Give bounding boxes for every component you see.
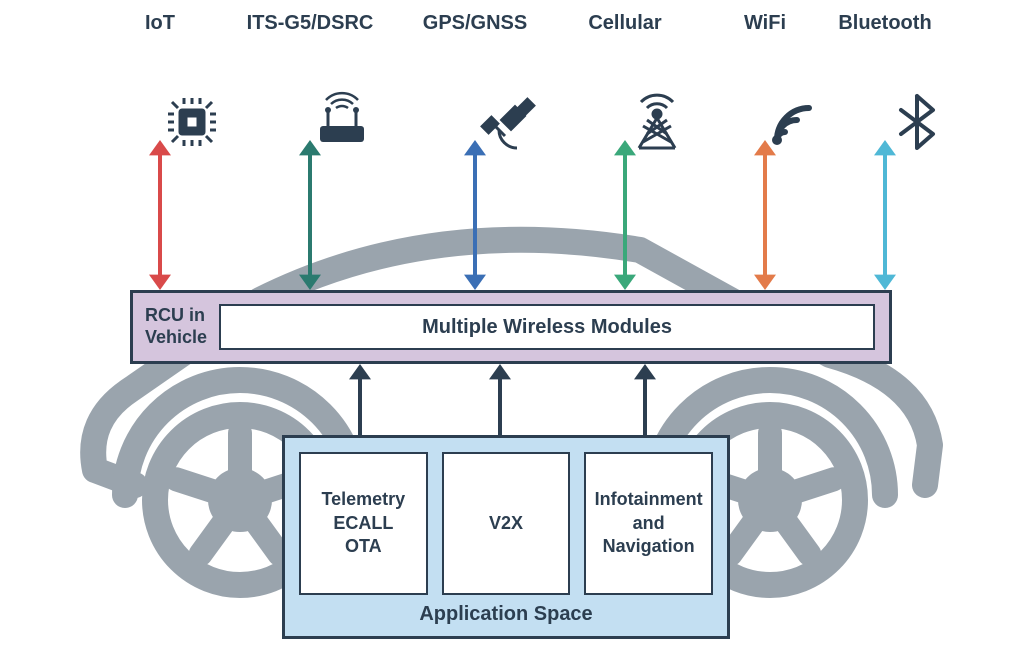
- application-space-caption: Application Space: [285, 595, 727, 636]
- rcu-label: RCU in Vehicle: [133, 305, 219, 348]
- wireless-modules-box: Multiple Wireless Modules: [219, 304, 875, 350]
- wifi-label: WiFi: [744, 12, 786, 35]
- iot-label: IoT: [145, 12, 175, 35]
- itsg5-label: ITS-G5/DSRC: [247, 12, 374, 35]
- app-box-telemetry: Telemetry ECALL OTA: [299, 452, 428, 595]
- app-box-infotain: Infotainment and Navigation: [584, 452, 713, 595]
- gps-label: GPS/GNSS: [423, 12, 527, 35]
- application-space: Telemetry ECALL OTAV2XInfotainment and N…: [282, 435, 730, 639]
- bluetooth-label: Bluetooth: [838, 12, 931, 35]
- app-box-v2x: V2X: [442, 452, 571, 595]
- rcu-bar: RCU in Vehicle Multiple Wireless Modules: [130, 290, 892, 364]
- cellular-label: Cellular: [588, 12, 661, 35]
